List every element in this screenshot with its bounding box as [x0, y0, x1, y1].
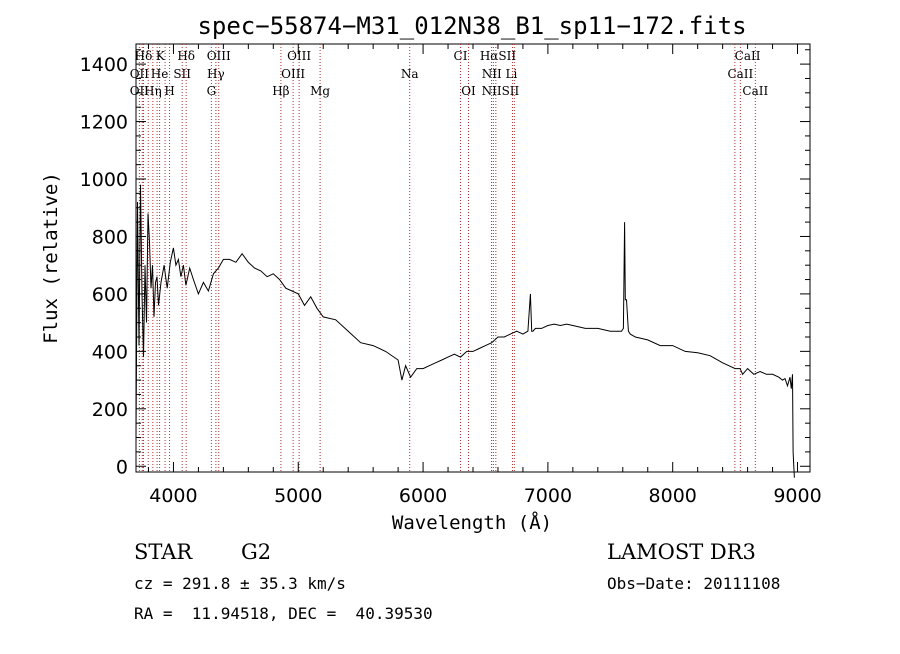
object-class: STAR [134, 540, 193, 564]
plot-frame [135, 43, 811, 473]
ra-dec-coordinates: RA = 11.94518, DEC = 40.39530 [134, 604, 433, 623]
line-marker-label: CaII [735, 49, 761, 63]
line-marker-label: OIII [287, 49, 311, 63]
line-marker-label: He [151, 67, 169, 81]
line-marker-label: OI [461, 84, 476, 98]
line-marker-label: CI [454, 49, 468, 63]
survey-name: LAMOST DR3 [607, 540, 756, 564]
x-tick-label: 8000 [649, 485, 697, 507]
line-marker-label: Hγ [207, 67, 225, 81]
line-marker-label: Hη [144, 84, 162, 98]
line-marker-label: SII [173, 67, 191, 81]
y-tick-label: 1400 [80, 54, 128, 76]
x-tick-label: 6000 [399, 485, 447, 507]
x-tick-label: 7000 [524, 485, 572, 507]
line-marker-label: K [156, 49, 166, 63]
line-marker-label: Li [506, 67, 518, 81]
y-tick-label: 400 [92, 341, 128, 363]
line-marker-label: CaII [727, 67, 753, 81]
line-marker-label: Mg [310, 84, 330, 98]
line-marker-label: H [164, 84, 174, 98]
line-marker-label: OII [130, 67, 150, 81]
line-marker-label: Hδ [177, 49, 195, 63]
y-tick-label: 1200 [80, 112, 128, 134]
observation-date: Obs−Date: 20111108 [607, 574, 780, 593]
y-axis-label: Flux (relative) [40, 172, 62, 344]
line-marker-label: NII [482, 67, 502, 81]
line-marker-label: OII [130, 84, 150, 98]
line-marker-label: OIII [281, 67, 305, 81]
line-marker-label: Hβ [272, 84, 289, 98]
spectral-line-markers [138, 44, 756, 472]
x-tick-label: 4000 [149, 485, 197, 507]
line-marker-label: CaII [742, 84, 768, 98]
line-marker-label: Hδ [135, 49, 153, 63]
x-tick-label: 9000 [773, 485, 821, 507]
y-tick-label: 600 [92, 284, 128, 306]
line-marker-label: Na [401, 67, 419, 81]
y-tick-label: 800 [92, 226, 128, 248]
chart-title: spec−55874−M31_012N38_B1_sp11−172.fits [197, 12, 746, 40]
line-marker-label: NIISII [482, 84, 520, 98]
line-marker-label: OIII [207, 49, 231, 63]
y-tick-label: 200 [92, 399, 128, 421]
spectrum-line [135, 184, 795, 478]
y-tick-label: 1000 [80, 169, 128, 191]
x-tick-label: 5000 [274, 485, 322, 507]
x-axis-ticks: 4000 5000 6000 7000 8000 9000 [147, 44, 822, 507]
y-axis-ticks: 0 200 400 600 800 1000 1200 1400 [80, 49, 810, 478]
redshift-cz: cz = 291.8 ± 35.3 km/s [134, 574, 346, 593]
line-marker-label: HαSII [480, 49, 517, 63]
x-axis-label: Wavelength (Å) [392, 511, 552, 534]
y-tick-label: 0 [116, 456, 128, 478]
object-subclass: G2 [241, 540, 271, 564]
line-marker-label: G [207, 84, 217, 98]
